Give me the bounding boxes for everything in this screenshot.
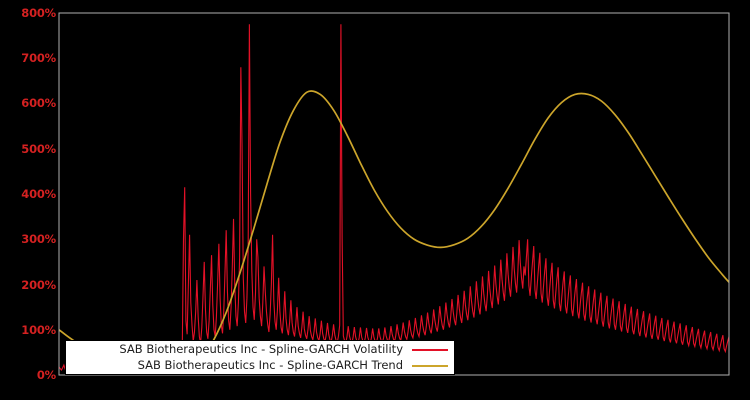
- legend-swatch-trend: [412, 364, 448, 367]
- y-tick-300: 300%: [21, 232, 56, 246]
- legend-label-volatility: SAB Biotherapeutics Inc - Spline-GARCH V…: [119, 341, 403, 356]
- y-tick-400: 400%: [21, 187, 56, 201]
- y-tick-800: 800%: [21, 6, 56, 20]
- plot-frame: [58, 12, 730, 376]
- legend-item-trend: SAB Biotherapeutics Inc - Spline-GARCH T…: [66, 358, 454, 374]
- y-tick-200: 200%: [21, 278, 56, 292]
- chart-legend: SAB Biotherapeutics Inc - Spline-GARCH V…: [65, 340, 455, 375]
- legend-swatch-volatility: [412, 348, 448, 351]
- y-tick-500: 500%: [21, 142, 56, 156]
- y-tick-700: 700%: [21, 51, 56, 65]
- legend-item-volatility: SAB Biotherapeutics Inc - Spline-GARCH V…: [66, 342, 454, 358]
- y-tick-100: 100%: [21, 323, 56, 337]
- y-axis-tick-labels: 800% 700% 600% 500% 400% 300% 200% 100% …: [0, 0, 56, 400]
- y-tick-0: 0%: [36, 368, 56, 382]
- y-tick-600: 600%: [21, 96, 56, 110]
- legend-label-trend: SAB Biotherapeutics Inc - Spline-GARCH T…: [137, 357, 403, 372]
